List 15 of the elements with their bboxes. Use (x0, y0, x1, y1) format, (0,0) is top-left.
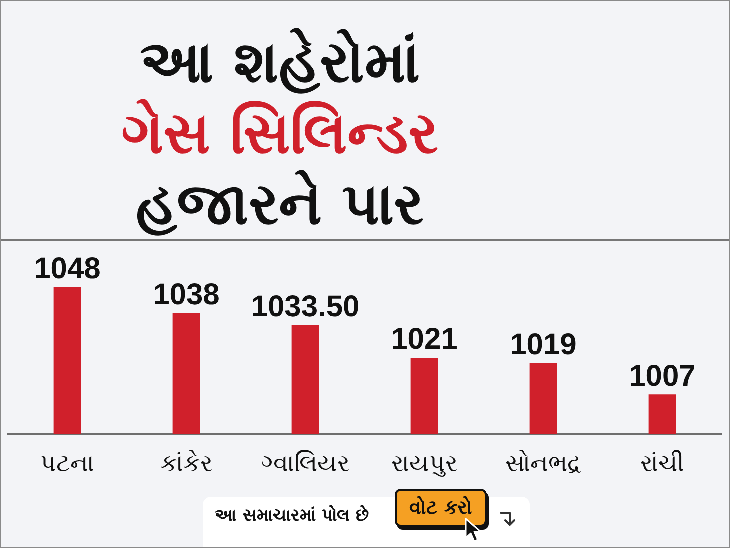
x-tick-label: કાંકેર (160, 450, 212, 478)
x-tick-label: રાયપુર (392, 450, 458, 478)
text: આ સમાચારમાં પોલ છે (215, 504, 369, 528)
chart-title: આ શહેરોમાં ગેસ સિલિન્ડર હજારને પાર (120, 27, 440, 240)
x-tick-label: સોનભદ્ર (506, 450, 582, 478)
x-tick-label: પટના (40, 450, 94, 478)
x-tick-label: ગ્વાલિયર (262, 450, 350, 478)
x-tick-label: રાંચી (640, 450, 684, 478)
data-label: 1033.50 (251, 290, 360, 324)
button[interactable]: વોટ કરો (395, 489, 487, 527)
data-label: 1007 (629, 360, 696, 393)
data-label: 1019 (510, 328, 577, 362)
data-label: 1021 (391, 323, 458, 356)
data-label: 1048 (34, 252, 101, 286)
data-label: 1038 (153, 278, 220, 312)
